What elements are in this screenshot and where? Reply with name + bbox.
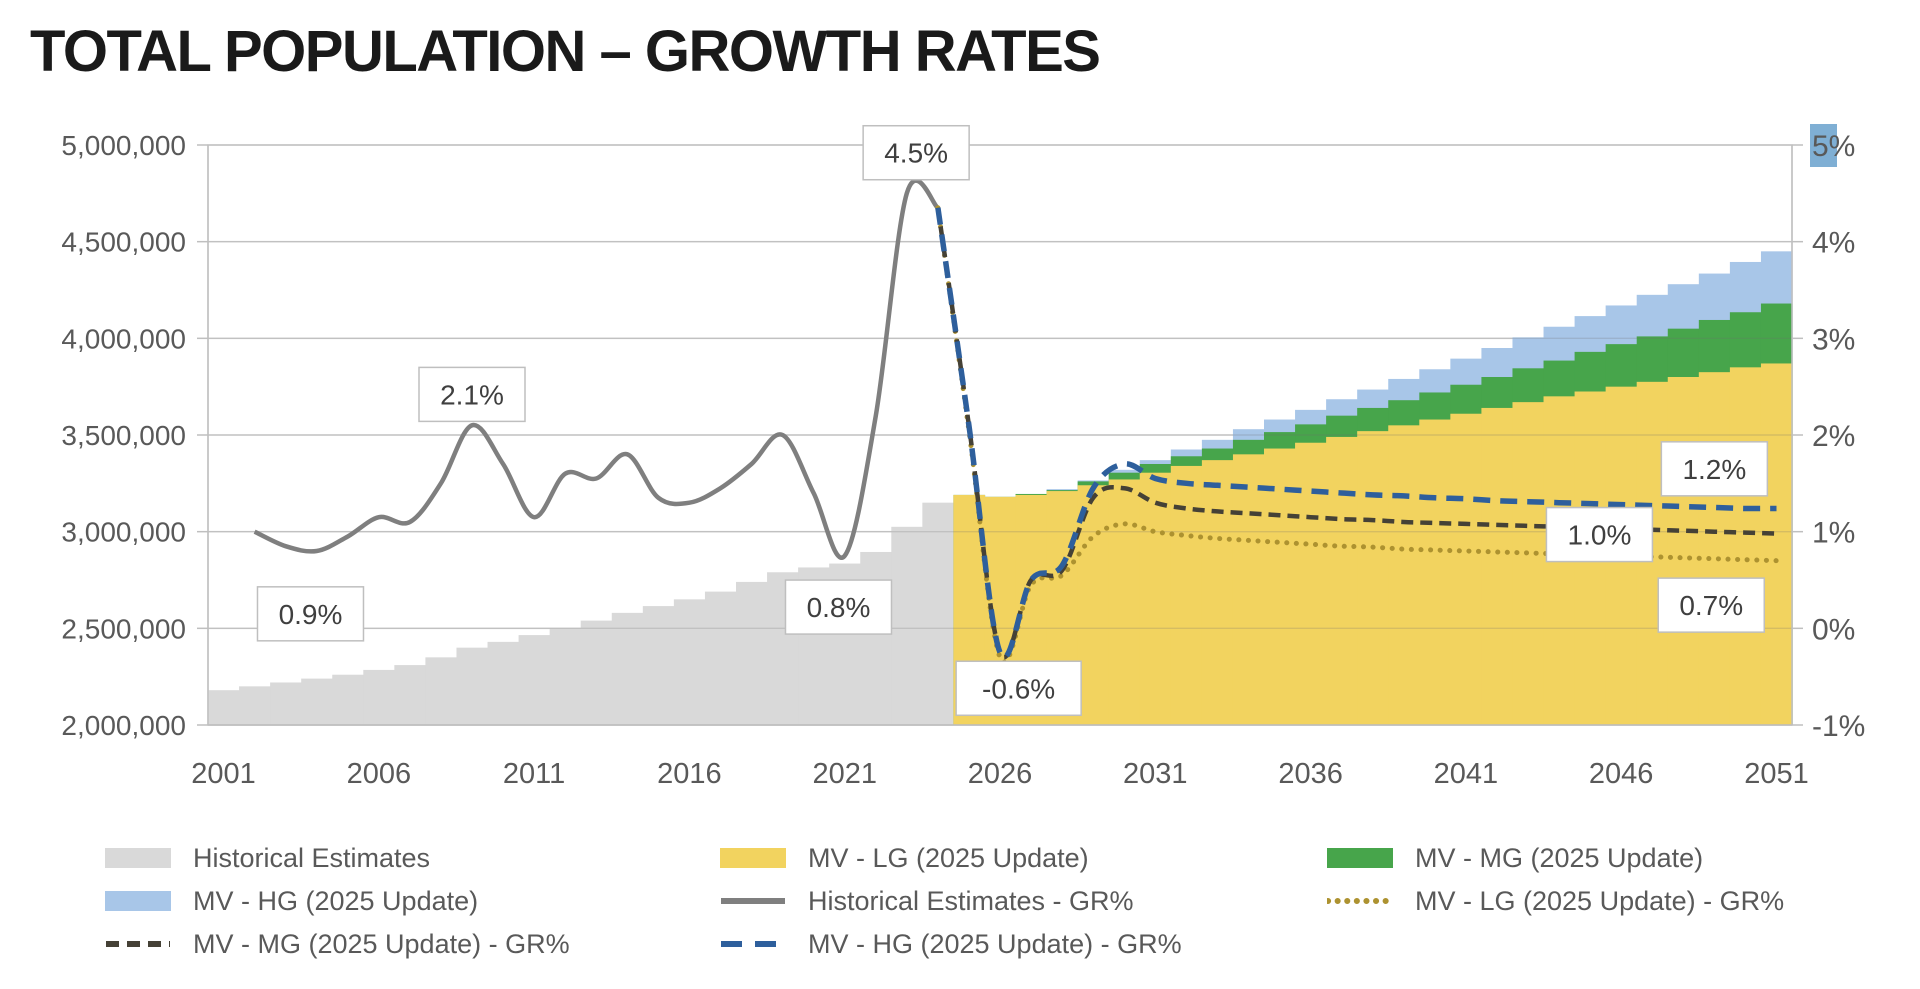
highlight-5pct [1810,124,1837,167]
svg-text:1.0%: 1.0% [1568,520,1632,551]
y-left-tick-label: 2,000,000 [61,710,186,741]
y-right-tick-label: 5% [1812,130,1855,163]
legend-item-mv-mg-2025-update-gr: MV - MG (2025 Update) - GR% [105,928,570,960]
annotation-label: 0.8% [784,579,893,635]
legend-line-icon [721,898,785,904]
svg-text:0.7%: 0.7% [1679,590,1743,621]
y-right-tick-label: 1% [1812,517,1855,550]
legend-item-label: MV - MG (2025 Update) [1415,842,1704,873]
x-tick-label: 2051 [1744,758,1809,790]
legend-item-mv-hg-2025-update-gr: MV - HG (2025 Update) - GR% [720,928,1182,960]
annotation-label: 1.2% [1660,441,1769,497]
annotation-label: 0.7% [1657,577,1765,633]
x-tick-label: 2026 [968,758,1033,790]
grline-mv-mg-2025-update-gr [935,207,1777,660]
grline-historical-estimates-gr [253,178,940,560]
svg-text:4.5%: 4.5% [884,138,948,169]
legend-item-historical-estimates-gr: Historical Estimates - GR% [720,885,1134,917]
x-tick-label: 2046 [1589,758,1654,790]
x-tick-label: 2031 [1123,758,1188,790]
y-left-tick-label: 2,500,000 [61,613,186,644]
grline-mv-hg-2025-update-gr [935,207,1777,660]
svg-text:0.8%: 0.8% [807,592,871,623]
y-axis-left-labels: 5,000,000 4,500,000 4,000,000 3,500,000 3,00… [61,130,186,741]
legend-item-label: Historical Estimates - GR% [808,885,1134,916]
y-left-tick-label: 3,000,000 [61,517,186,548]
x-tick-label: 2016 [657,758,722,790]
legend-swatch-icon [105,891,171,911]
x-axis-labels: 2001 2006 2011 2016 2021 2026 2031 2036 2041 2046… [191,758,1808,790]
annotation-label: 0.9% [256,586,365,642]
x-tick-label: 2011 [503,758,565,790]
legend-item-mv-lg-2025-update: MV - LG (2025 Update) [720,842,1089,874]
annotation-label: 2.1% [418,366,526,423]
legend-item-mv-lg-2025-update-gr: MV - LG (2025 Update) - GR% [1327,885,1784,917]
y-left-tick-label: 3,500,000 [61,420,186,451]
y-right-tick-label: -1% [1812,710,1865,743]
legend-swatch-icon [105,848,171,868]
x-tick-label: 2041 [1434,758,1499,790]
legend-item-label: Historical Estimates [193,842,431,873]
legend-item-label: MV - LG (2025 Update) - GR% [1415,885,1785,916]
legend-line-icon [106,941,170,947]
x-tick-label: 2021 [812,758,877,790]
legend-item-historical-estimates: Historical Estimates [105,842,430,874]
legend-item-label: MV - MG (2025 Update) - GR% [193,928,570,959]
y-left-tick-label: 5,000,000 [61,130,186,161]
y-right-tick-label: 0% [1812,613,1855,646]
svg-text:1.2%: 1.2% [1682,454,1746,485]
y-right-tick-label: 3% [1812,323,1855,356]
y-axis-right-labels: 5% 4% 3% 2% 1% 0% -1% [1812,130,1865,743]
svg-text:-0.6%: -0.6% [982,673,1055,704]
legend-item-label: MV - HG (2025 Update) [193,885,479,916]
annotations: 0.9% 2.1% 0.8% 4.5% -0.6% 1.2% 1.0% 0.7% [256,124,1769,717]
x-tick-label: 2006 [347,758,412,790]
y-left-tick-label: 4,000,000 [61,323,186,354]
axes [197,144,1803,726]
legend-line-icon [721,941,785,947]
annotation-label: -0.6% [955,660,1082,717]
svg-text:0.9%: 0.9% [279,599,343,630]
annotation-label: 1.0% [1545,506,1654,563]
page-title: TOTAL POPULATION – GROWTH RATES [30,19,1101,84]
x-tick-label: 2001 [191,758,256,790]
legend-item-label: MV - HG (2025 Update) - GR% [808,928,1182,959]
y-left-tick-label: 4,500,000 [61,227,186,258]
legend-item-mv-mg-2025-update: MV - MG (2025 Update) [1327,842,1703,874]
x-tick-label: 2036 [1278,758,1343,790]
legend-swatch-icon [1327,848,1393,868]
y-right-tick-label: 4% [1812,227,1855,260]
legend-line-icon [1327,898,1393,904]
legend-item-mv-hg-2025-update: MV - HG (2025 Update) [105,885,478,917]
annotation-label: 4.5% [862,124,970,181]
legend-swatch-icon [720,848,786,868]
legend-item-label: MV - LG (2025 Update) [808,842,1089,873]
population-growth-chart: 5,000,000 4,500,000 4,000,000 3,500,000 3,00… [61,124,1865,790]
svg-text:2.1%: 2.1% [440,379,504,410]
y-right-tick-label: 2% [1812,420,1855,453]
